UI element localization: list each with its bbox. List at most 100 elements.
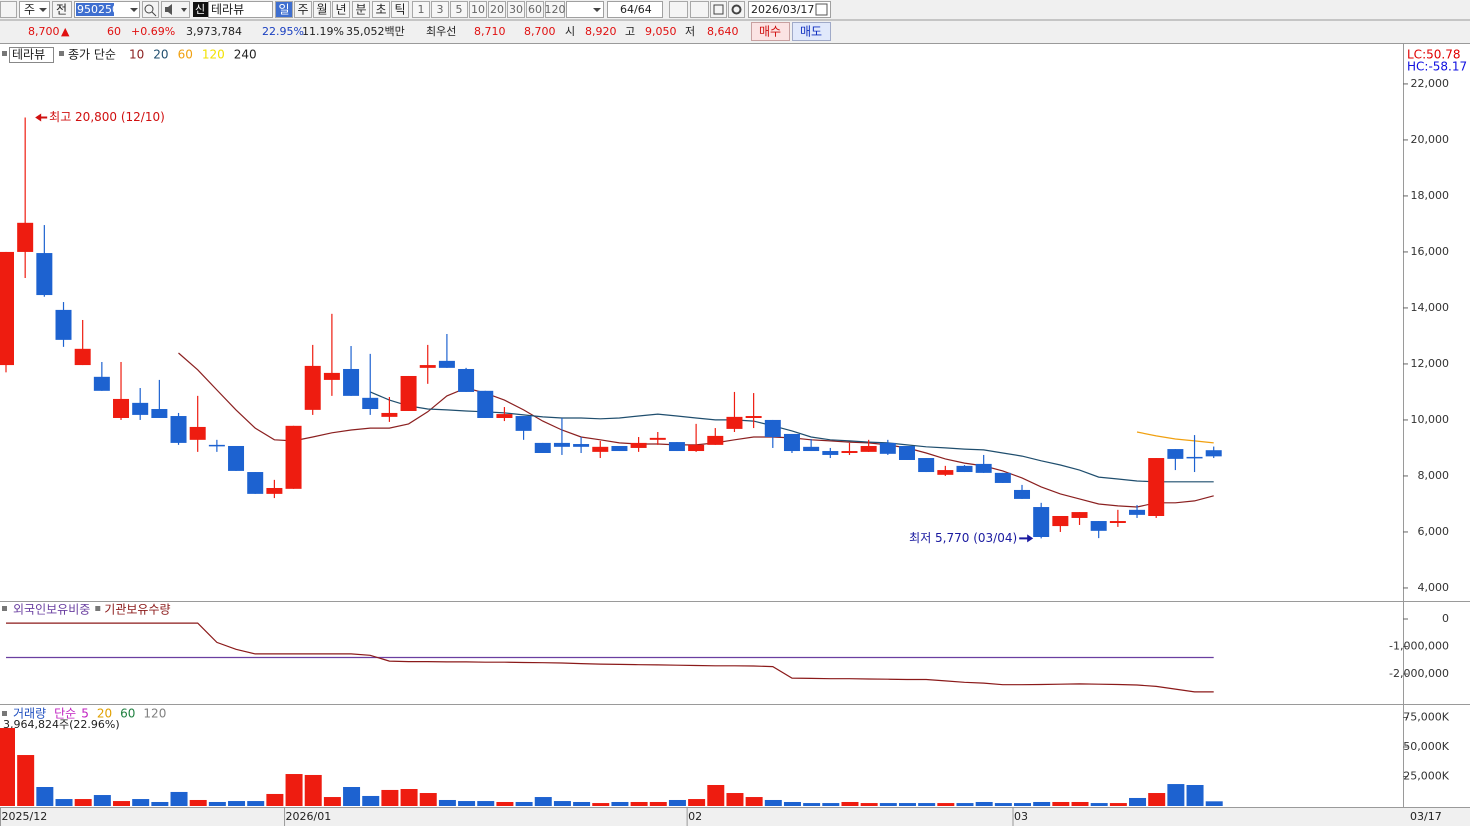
interval-label: 60 <box>528 3 542 16</box>
candle-body <box>1071 512 1088 518</box>
volume-bar <box>860 803 878 806</box>
interval-button[interactable] <box>450 1 468 18</box>
buy-label: 매수 <box>759 25 781 39</box>
candle-body <box>879 442 896 454</box>
period-label: 년 <box>335 3 346 17</box>
volume-bar <box>496 801 514 806</box>
volume-bar <box>841 801 859 806</box>
y-tick-label: 22,000 <box>1411 77 1450 90</box>
volume-bar <box>764 799 782 806</box>
volume-value-label: 3,964,824주(22.96%) <box>3 718 120 731</box>
candle-body <box>208 444 225 447</box>
best-label: 최우선 <box>426 25 456 38</box>
settings-button[interactable] <box>728 1 745 18</box>
candle-body <box>17 222 34 252</box>
interval-button[interactable] <box>488 1 506 18</box>
volume-bar <box>937 803 955 806</box>
volume-bar <box>515 801 533 806</box>
candle-body <box>1186 456 1203 459</box>
tool-button[interactable] <box>690 1 709 18</box>
volume-bar <box>630 801 648 806</box>
volume-bar <box>1205 801 1223 806</box>
candle-body <box>534 442 551 453</box>
name-field <box>208 1 273 18</box>
menu-button[interactable] <box>0 1 17 18</box>
candle-body <box>745 416 762 418</box>
sound-button[interactable] <box>161 1 190 18</box>
sell-button[interactable] <box>792 22 831 41</box>
search-icon <box>151 11 157 17</box>
market-select[interactable] <box>19 1 50 18</box>
period-button[interactable] <box>332 1 350 18</box>
buy-button[interactable] <box>751 22 790 41</box>
candle-body <box>113 398 130 418</box>
change-rate: +0.69% <box>131 25 175 38</box>
interval-label: 20 <box>490 3 504 16</box>
low: 8,640 <box>707 25 739 38</box>
interval-label: 3 <box>437 3 444 16</box>
ask: 8,710 <box>474 25 506 38</box>
interval-button[interactable] <box>412 1 430 18</box>
badge: 신 <box>195 3 205 16</box>
volume-bar <box>343 787 361 806</box>
interval-button[interactable] <box>469 1 487 18</box>
dropdown-arrow <box>130 8 138 12</box>
interval-button[interactable] <box>545 1 565 18</box>
x-axis-bg <box>0 807 1470 826</box>
candle-body <box>438 360 455 368</box>
volume-bar <box>0 728 15 806</box>
interval-button[interactable] <box>507 1 525 18</box>
period-label: 월 <box>316 3 327 17</box>
date: 2026/03/17 <box>751 3 814 16</box>
volume: 3,973,784 <box>186 25 242 38</box>
volume-bar <box>228 801 246 806</box>
period-button[interactable] <box>391 1 409 18</box>
legend-icon <box>59 51 64 56</box>
moving-average-line <box>369 391 1214 483</box>
y-tick-label: 16,000 <box>1411 245 1450 258</box>
candle-body <box>189 426 206 440</box>
annotation: 최저 5,770 (03/04) <box>909 531 1017 545</box>
period-button[interactable] <box>372 1 390 18</box>
tool-button[interactable] <box>669 1 688 18</box>
candle-body <box>707 435 724 445</box>
candle-body <box>1148 458 1165 516</box>
scope-button[interactable] <box>52 1 72 18</box>
volume-bar <box>956 803 974 806</box>
candle-body <box>0 251 14 366</box>
period-button[interactable] <box>294 1 312 18</box>
volume-bar <box>55 799 73 806</box>
code: 950250 <box>77 3 119 16</box>
candle-body <box>956 465 973 473</box>
period-button[interactable] <box>313 1 331 18</box>
candle-body <box>228 445 245 471</box>
high: 9,050 <box>645 25 677 38</box>
period-label: 주 <box>297 3 308 17</box>
interval-button[interactable] <box>526 1 544 18</box>
count-field[interactable] <box>607 1 663 18</box>
y-tick-label: 20,000 <box>1411 133 1450 146</box>
sell-label: 매도 <box>800 25 822 39</box>
period-button[interactable] <box>352 1 370 18</box>
volume-bar <box>113 801 131 806</box>
calendar-icon <box>815 3 828 16</box>
candle-body <box>285 425 302 489</box>
interval-button[interactable] <box>431 1 449 18</box>
volume-bar <box>170 791 188 806</box>
candle-body <box>764 419 781 438</box>
period-button[interactable] <box>275 1 293 18</box>
date-field[interactable] <box>748 1 831 18</box>
plot-area: 4,000 6,000 8,000 10,000 12,000 14,000 16,000 1… <box>0 48 1467 826</box>
save-button[interactable] <box>710 1 727 18</box>
volume-bar <box>1014 803 1032 806</box>
volume-bar <box>553 801 571 806</box>
market: 주 <box>24 3 35 17</box>
legend-icon <box>95 606 101 611</box>
candle-body <box>553 442 570 447</box>
period-buttons: 일 주 월 년 분 초 틱 1 3 5 10 20 30 60 120 <box>275 1 566 18</box>
volume-bar <box>668 799 686 806</box>
volume-bar <box>208 801 226 806</box>
speaker-icon <box>165 4 172 15</box>
interval-select[interactable] <box>566 1 604 18</box>
amount: 35,052백만 <box>346 25 405 38</box>
